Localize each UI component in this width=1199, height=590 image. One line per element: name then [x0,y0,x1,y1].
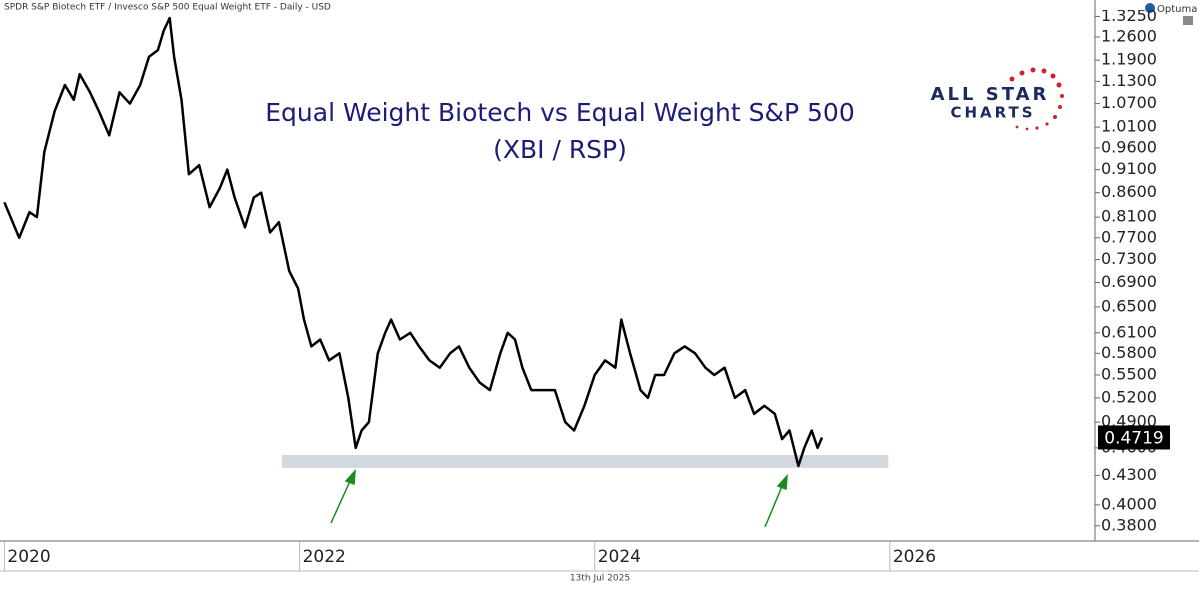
y-tick-label: 0.4300 [1101,465,1157,484]
y-tick-label: 1.0100 [1101,117,1157,136]
y-tick-label: 0.7300 [1101,249,1157,268]
y-tick-label: 0.5800 [1101,343,1157,362]
arrows [330,468,788,528]
chart-subtitle: (XBI / RSP) [493,135,627,164]
logo-text: ALL STAR [931,84,1050,105]
x-tick-label: 2026 [893,547,936,567]
y-tick-label: 0.5200 [1101,387,1157,406]
brand: Optuma [1157,4,1197,15]
y-tick-label: 0.5500 [1101,365,1157,384]
chart-header: SPDR S&P Biotech ETF / Invesco S&P 500 E… [4,3,331,13]
y-tick-label: 1.1900 [1101,50,1157,69]
y-tick-label: 0.3600 [1101,537,1157,556]
logo: ALL STAR CHARTS [931,67,1064,131]
logo-text: CHARTS [950,104,1035,122]
x-tick-label: 2024 [598,547,641,567]
logo-stars [1009,67,1064,131]
x-tick-label: 2022 [303,547,346,567]
y-tick-label: 0.3800 [1101,515,1157,534]
y-tick-label: 0.6900 [1101,272,1157,291]
support-band [281,455,889,468]
y-tick-label: 1.3250 [1101,6,1157,25]
y-tick-label: 0.9600 [1101,137,1157,156]
y-tick-label: 0.7700 [1101,227,1157,246]
y-tick-label: 1.0700 [1101,93,1157,112]
price-line [3,16,824,468]
chart-title: Equal Weight Biotech vs Equal Weight S&P… [265,98,855,127]
y-tick-label: 0.9100 [1101,159,1157,178]
y-tick-label: 0.8100 [1101,207,1157,226]
y-tick-label: 1.2600 [1101,26,1157,45]
last-value-label: 0.4719 [1104,428,1163,448]
x-tick-label: 2020 [7,547,50,567]
footer-date: 13th Jul 2025 [570,574,630,584]
last-value-box [1098,425,1170,450]
y-tick-label: 0.6500 [1101,296,1157,315]
y-tick-label: 0.8600 [1101,182,1157,201]
lock-icon [1183,16,1193,25]
y-tick-label: 0.4000 [1101,494,1157,513]
y-tick-label: 1.1300 [1101,71,1157,90]
y-tick-label: 0.6100 [1101,322,1157,341]
brand-icon [1145,3,1155,13]
